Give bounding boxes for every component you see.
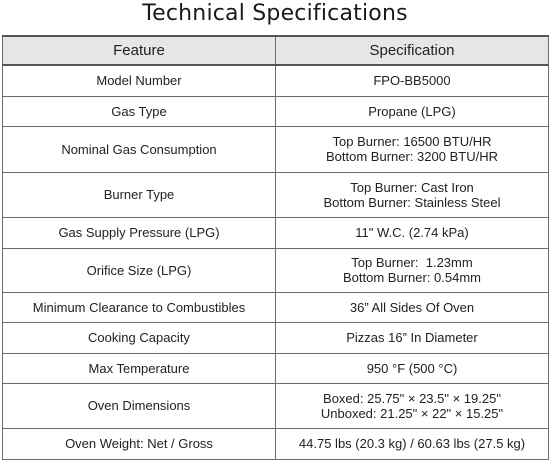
table-row: Model Number FPO-BB5000 [2,64,549,97]
feature-cell: Max Temperature [2,352,276,384]
spec-line: Bottom Burner: 3200 BTU/HR [326,149,498,164]
spec-cell: 44.75 lbs (20.3 kg) / 60.63 lbs (27.5 kg… [275,427,549,460]
table-row: Orifice Size (LPG) Top Burner: 1.23mm Bo… [2,247,549,293]
spec-line: Top Burner: 16500 BTU/HR [332,134,492,149]
table-row: Max Temperature 950 °F (500 °C) [2,352,549,384]
spec-line: Top Burner: Cast Iron [350,179,474,195]
spec-line: 11" W.C. (2.74 kPa) [355,225,469,240]
feature-cell: Nominal Gas Consumption [2,125,276,173]
feature-cell: Oven Dimensions [2,382,276,429]
spec-cell: FPO-BB5000 [275,64,549,97]
feature-cell: Gas Supply Pressure (LPG) [2,216,276,249]
spec-cell: Top Burner: 16500 BTU/HR Bottom Burner: … [275,125,549,173]
spec-line: FPO-BB5000 [373,73,451,89]
spec-cell: 950 °F (500 °C) [275,352,549,384]
feature-cell: Gas Type [2,95,276,127]
spec-cell: Top Burner: Cast Iron Bottom Burner: Sta… [275,171,549,218]
table-row: Oven Weight: Net / Gross 44.75 lbs (20.3… [2,427,549,460]
feature-cell: Cooking Capacity [2,321,276,354]
table-row: Cooking Capacity Pizzas 16” In Diameter [2,321,549,354]
feature-cell: Burner Type [2,171,276,218]
spec-line: Unboxed: 21.25" × 22" × 15.25" [320,405,504,421]
table-row: Gas Type Propane (LPG) [2,95,549,127]
spec-cell: Propane (LPG) [275,95,549,127]
feature-cell: Orifice Size (LPG) [2,247,276,293]
feature-cell: Minimum Clearance to Combustibles [2,291,276,323]
spec-line: 44.75 lbs (20.3 kg) / 60.63 lbs (27.5 kg… [298,436,526,451]
table-row: Nominal Gas Consumption Top Burner: 1650… [2,125,549,173]
column-header-specification: Specification [275,35,549,66]
page-title: Technical Specifications [142,1,408,26]
table-row: Oven Dimensions Boxed: 25.75" × 23.5" × … [2,382,549,429]
spec-line: Boxed: 25.75" × 23.5" × 19.25" [323,390,501,406]
spec-line: Bottom Burner: 0.54mm [343,270,481,285]
spec-line: Top Burner: 1.23mm [351,255,473,270]
feature-cell: Oven Weight: Net / Gross [2,427,276,460]
spec-cell: Boxed: 25.75" × 23.5" × 19.25" Unboxed: … [275,382,549,429]
spec-cell: Pizzas 16” In Diameter [275,321,549,354]
table-row: Burner Type Top Burner: Cast Iron Bottom… [2,171,549,218]
column-header-feature: Feature [2,35,276,66]
spec-line: 950 °F (500 °C) [366,360,458,376]
spec-line: Pizzas 16” In Diameter [346,330,478,345]
table-row: Minimum Clearance to Combustibles 36” Al… [2,291,549,323]
spec-line: 36” All Sides Of Oven [349,299,475,315]
spec-cell: 11" W.C. (2.74 kPa) [275,216,549,249]
spec-table: Feature Specification Model Number FPO-B… [2,35,549,460]
table-row: Gas Supply Pressure (LPG) 11" W.C. (2.74… [2,216,549,249]
spec-cell: Top Burner: 1.23mm Bottom Burner: 0.54mm [275,247,549,293]
feature-cell: Model Number [2,64,276,97]
spec-line: Propane (LPG) [368,103,456,119]
spec-line: Bottom Burner: Stainless Steel [323,194,501,210]
spec-cell: 36” All Sides Of Oven [275,291,549,323]
table-header-row: Feature Specification [2,35,549,66]
